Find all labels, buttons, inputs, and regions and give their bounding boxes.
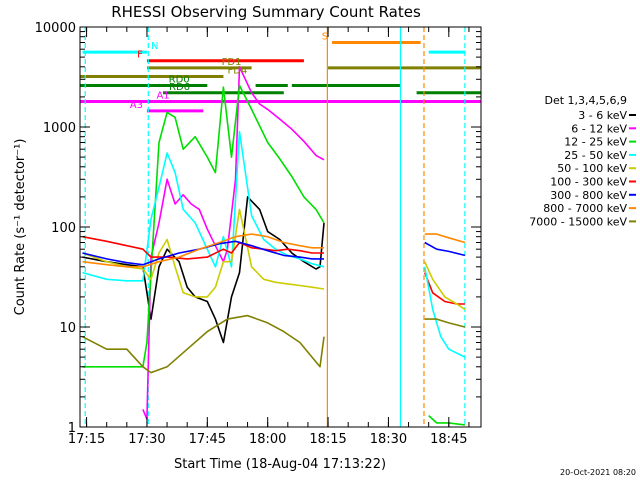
y-tick-label-2: 100 (51, 221, 76, 236)
x-tick-label-2: 17:45 (189, 432, 226, 447)
series-line-7 (82, 233, 324, 268)
flag-label-rd6: RD6 (169, 82, 190, 93)
x-tick-label-0: 17:15 (68, 432, 105, 447)
series-lines (82, 66, 466, 426)
x-tick-label-5: 18:30 (370, 432, 407, 447)
series-line-12 (423, 261, 466, 311)
x-tick-label-6: 18:45 (430, 432, 467, 447)
series-line-15 (428, 415, 465, 426)
series-line-6 (82, 240, 324, 266)
x-axis-label: Start Time (18-Aug-04 17:13:22) (174, 457, 386, 472)
series-line-10 (424, 241, 466, 257)
legend-label-3: 25 - 50 keV (564, 149, 627, 162)
legend-label-2: 12 - 25 keV (564, 136, 627, 149)
series-line-13 (423, 266, 466, 358)
flag-label-s: S (322, 31, 328, 42)
series-line-11 (424, 233, 466, 244)
series-line-8 (82, 314, 325, 374)
chart-title: RHESSI Observing Summary Count Rates (111, 3, 421, 21)
x-tick-label-1: 17:30 (128, 432, 165, 447)
flag-label-a3: A3 (130, 100, 143, 111)
flag-label-f: F (137, 50, 143, 61)
flag-label-rd0: RD0 (169, 75, 190, 86)
series-line-4 (82, 208, 325, 298)
series-line-5 (82, 235, 324, 260)
flag-bars (80, 40, 481, 113)
legend-label-1: 6 - 12 keV (571, 122, 627, 135)
legend-label-5: 100 - 300 keV (550, 176, 627, 189)
series-line-9 (423, 272, 465, 305)
y-tick-label-3: 1000 (43, 121, 76, 136)
y-tick-label-4: 10000 (35, 21, 76, 36)
legend-label-6: 300 - 800 keV (550, 189, 627, 202)
legend-label-4: 50 - 100 keV (557, 162, 627, 175)
y-tick-label-0: 1 (68, 421, 76, 436)
series-line-14 (424, 318, 466, 328)
legend-label-8: 7000 - 15000 keV (529, 215, 627, 228)
flag-label-n: N (151, 41, 158, 52)
y-axis-label: Count Rate (s⁻¹ detector⁻¹) (13, 139, 28, 316)
flag-label-fd1: FD1 (222, 57, 242, 68)
x-tick-label-3: 18:00 (249, 432, 286, 447)
legend-title: Det 1,3,4,5,6,9 (544, 94, 627, 107)
legend-label-7: 800 - 7000 keV (543, 202, 627, 215)
flag-label-fd4: FD4 (228, 65, 248, 76)
y-tick-label-1: 10 (59, 321, 76, 336)
series-line-3 (82, 130, 325, 282)
legend-label-0: 3 - 6 keV (578, 109, 627, 122)
flag-label-a1: A1 (156, 90, 169, 101)
x-tick-label-4: 18:15 (309, 432, 346, 447)
timestamp: 20-Oct-2021 08:20 (560, 468, 636, 477)
series-line-2 (82, 84, 325, 368)
